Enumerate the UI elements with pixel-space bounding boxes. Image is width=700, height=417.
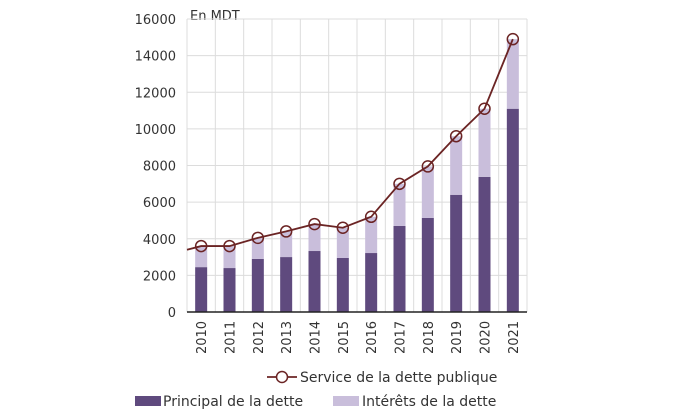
point-service-2010: [194, 239, 208, 253]
bar-interets-2014: [308, 224, 321, 252]
legend-label: Intérêts de la dette: [362, 394, 496, 410]
point-service-2018: [421, 160, 435, 173]
legend-marker-icon: [275, 370, 289, 384]
bar-principal-2010: [195, 267, 208, 312]
point-service-2012: [251, 231, 265, 245]
bar-principal-2017: [393, 225, 406, 312]
bar-interets-2019: [450, 136, 463, 195]
bar-principal-2013: [280, 257, 293, 312]
point-service-2011: [223, 239, 236, 253]
x-tick-label: 2014: [309, 321, 324, 354]
bar-principal-2015: [336, 257, 349, 312]
y-tick-label: 16000: [135, 13, 176, 28]
point-service-2016: [364, 210, 378, 224]
bar-principal-2019: [450, 194, 463, 312]
bar-principal-2020: [478, 176, 491, 312]
x-tick-label: 2020: [479, 321, 494, 354]
x-tick-label: 2011: [224, 321, 239, 354]
bar-principal-2016: [365, 253, 378, 312]
y-tick-label: 0: [168, 306, 176, 321]
bar-principal-2012: [251, 258, 264, 312]
point-service-2021: [506, 32, 520, 46]
y-tick-label: 14000: [135, 50, 176, 65]
x-tick-label: 2018: [422, 321, 437, 354]
bar-interets-2020: [478, 108, 491, 177]
point-service-2019: [449, 129, 463, 143]
legend-swatch-icon: [135, 396, 161, 406]
x-tick-label: 2012: [252, 321, 267, 354]
legend-label-service: Service de la dette publique: [300, 370, 497, 386]
legend-swatch-icon: [333, 396, 359, 406]
bar-interets-2021: [506, 39, 519, 109]
y-tick-label: 6000: [143, 196, 176, 211]
point-service-2015: [336, 221, 350, 235]
x-tick-label: 2016: [365, 321, 380, 354]
point-service-2013: [279, 225, 293, 238]
x-tick-label: 2010: [195, 321, 210, 354]
bar-interets-2012: [251, 237, 264, 259]
x-tick-label: 2013: [280, 321, 295, 354]
bar-principal-2018: [421, 217, 434, 312]
bar-principal-2014: [308, 251, 321, 312]
bar-interets-2015: [336, 227, 349, 258]
point-service-2014: [308, 217, 321, 231]
legend-label: Principal de la dette: [163, 394, 303, 410]
point-service-2020: [478, 102, 491, 115]
line-service-dette: [186, 38, 514, 251]
bar-interets-2018: [421, 166, 434, 218]
y-tick-label: 12000: [135, 86, 176, 101]
x-tick-label: 2015: [337, 321, 352, 354]
x-tick-label: 2019: [450, 321, 465, 354]
bar-interets-2013: [280, 231, 293, 258]
bar-interets-2017: [393, 183, 406, 226]
bar-principal-2011: [223, 268, 236, 312]
bar-interets-2011: [223, 246, 236, 269]
y-tick-label: 10000: [135, 123, 176, 138]
x-tick-label: 2017: [394, 321, 409, 354]
y-tick-label: 2000: [143, 269, 176, 284]
y-tick-label: 4000: [143, 233, 176, 248]
unit-label: En MDT: [190, 9, 240, 24]
x-tick-label: 2021: [507, 321, 522, 354]
point-service-2017: [393, 177, 406, 191]
y-tick-label: 8000: [143, 160, 176, 175]
bar-interets-2016: [365, 216, 378, 254]
bar-principal-2021: [506, 108, 519, 312]
